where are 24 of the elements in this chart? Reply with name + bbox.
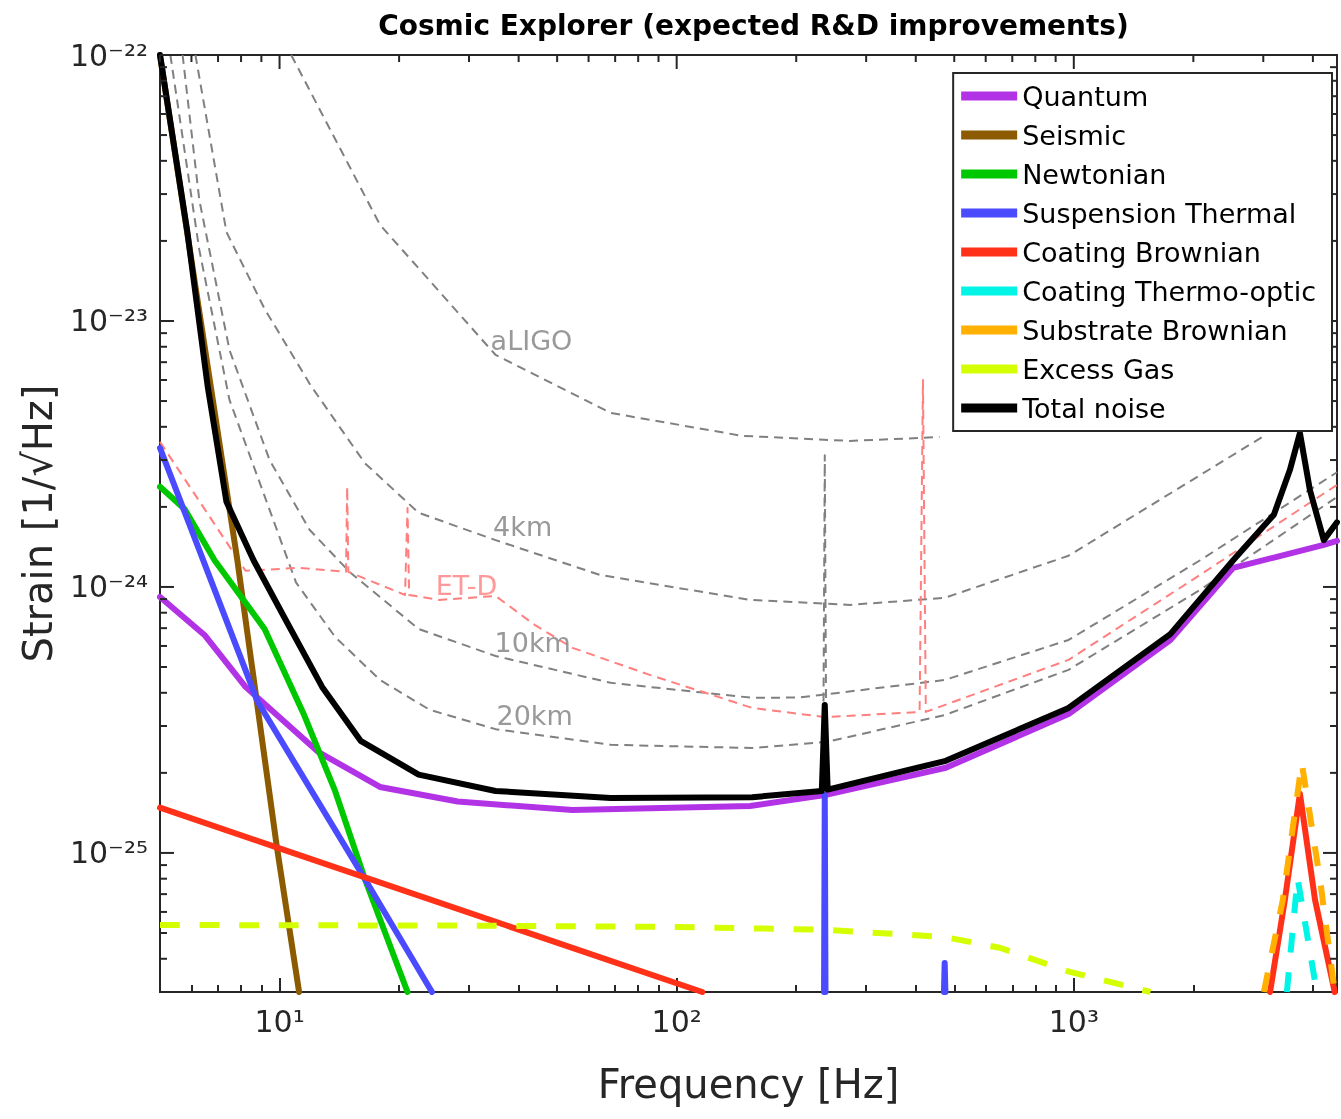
x-tick-label: 10¹ [254, 1003, 305, 1039]
legend-label: Quantum [1022, 80, 1149, 112]
y-tick-label: 10⁻²³ [69, 303, 148, 339]
legend-label: Substrate Brownian [1022, 314, 1288, 346]
chart-title: Cosmic Explorer (expected R&D improvements) [378, 8, 1129, 42]
annotation: 20km [496, 700, 573, 732]
annotation: aLIGO [490, 324, 573, 356]
y-tick-label: 10⁻²⁵ [69, 835, 148, 871]
annotation: 10km [494, 626, 571, 658]
legend-label: Coating Thermo-optic [1022, 275, 1317, 307]
x-tick-label: 10³ [1048, 1003, 1099, 1039]
legend-label: Excess Gas [1022, 353, 1175, 385]
x-tick-label: 10² [651, 1003, 702, 1039]
annotation: 4km [493, 510, 553, 542]
x-axis-title: Frequency [Hz] [597, 1061, 900, 1107]
legend-label: Total noise [1021, 392, 1166, 424]
legend-label: Newtonian [1022, 158, 1167, 190]
y-tick-label: 10⁻²² [69, 37, 148, 73]
legend-label: Coating Brownian [1022, 236, 1261, 268]
legend-label: Suspension Thermal [1022, 197, 1297, 229]
annotation: ET-D [435, 570, 498, 602]
y-tick-label: 10⁻²⁴ [69, 569, 148, 605]
y-axis-title: Strain [1/√Hz] [15, 384, 61, 663]
legend-label: Seismic [1022, 119, 1127, 151]
